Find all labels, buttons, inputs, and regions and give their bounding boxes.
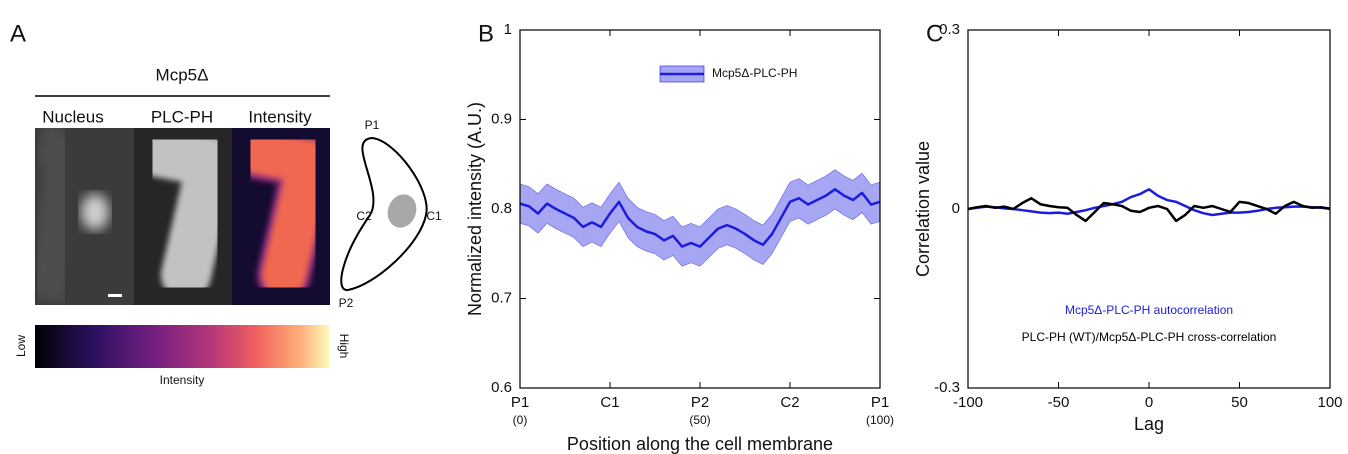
x-tick-label: C1 (600, 394, 619, 411)
x-tick-label: P1 (511, 394, 529, 411)
x-tick-label: -100 (953, 394, 983, 411)
series-line (967, 197, 1331, 223)
y-tick-label: 0.8 (491, 200, 512, 217)
colorbar-label: Intensity (160, 373, 205, 387)
x-tick-label: -50 (1048, 394, 1070, 411)
legend-label: Mcp5Δ-PLC-PH autocorrelation (1065, 303, 1233, 317)
panel-label: A (10, 20, 26, 47)
colorbar-low: Low (14, 335, 28, 357)
column-label: PLC-PH (151, 107, 213, 126)
x-tick-label: C2 (780, 394, 799, 411)
column-label: Intensity (248, 107, 312, 126)
plot-frame (519, 29, 881, 389)
panel-title: Mcp5Δ (156, 65, 209, 84)
series-line (967, 188, 1331, 217)
y-tick-label: -0.3 (934, 379, 960, 396)
x-tick-label: 50 (1231, 394, 1248, 411)
legend-label: PLC-PH (WT)/Mcp5Δ-PLC-PH cross-correlati… (1022, 330, 1277, 344)
y-tick-label: 0.9 (491, 110, 512, 127)
plot-frame (967, 29, 1331, 389)
x-tick-label: P1 (871, 394, 889, 411)
x-tick-label: 0 (1145, 394, 1153, 411)
micrographs (35, 128, 330, 305)
diagram-label: C1 (426, 209, 442, 223)
cell-outline (340, 136, 428, 291)
panel-label: B (478, 20, 494, 47)
y-tick-label: 0.7 (491, 289, 512, 306)
x-tick-sublabel: (100) (866, 413, 894, 427)
y-axis-label: Normalized intensity (A.U.) (465, 102, 485, 316)
x-tick-label: P2 (691, 394, 709, 411)
colorbar-high: High (337, 334, 351, 359)
legend-label: Mcp5Δ-PLC-PH (712, 66, 797, 80)
diagram-label: P1 (365, 118, 380, 132)
panel-label: C (926, 20, 943, 47)
diagram-label: P2 (339, 296, 354, 310)
y-tick-label: 0.3 (939, 21, 960, 38)
y-tick-label: 1 (504, 21, 512, 38)
x-axis-label: Lag (1134, 414, 1164, 434)
x-axis-label: Position along the cell membrane (567, 434, 833, 454)
nucleus-shape (387, 194, 417, 228)
y-tick-label: 0.6 (491, 379, 512, 396)
series-line (519, 188, 881, 248)
diagram-label: C2 (356, 209, 372, 223)
colorbar (35, 325, 330, 368)
y-tick-label: 0 (952, 200, 960, 217)
x-tick-label: 100 (1317, 394, 1342, 411)
y-axis-label: Correlation value (913, 141, 933, 277)
x-tick-sublabel: (50) (689, 413, 710, 427)
column-label: Nucleus (42, 107, 103, 126)
x-tick-sublabel: (0) (513, 413, 528, 427)
